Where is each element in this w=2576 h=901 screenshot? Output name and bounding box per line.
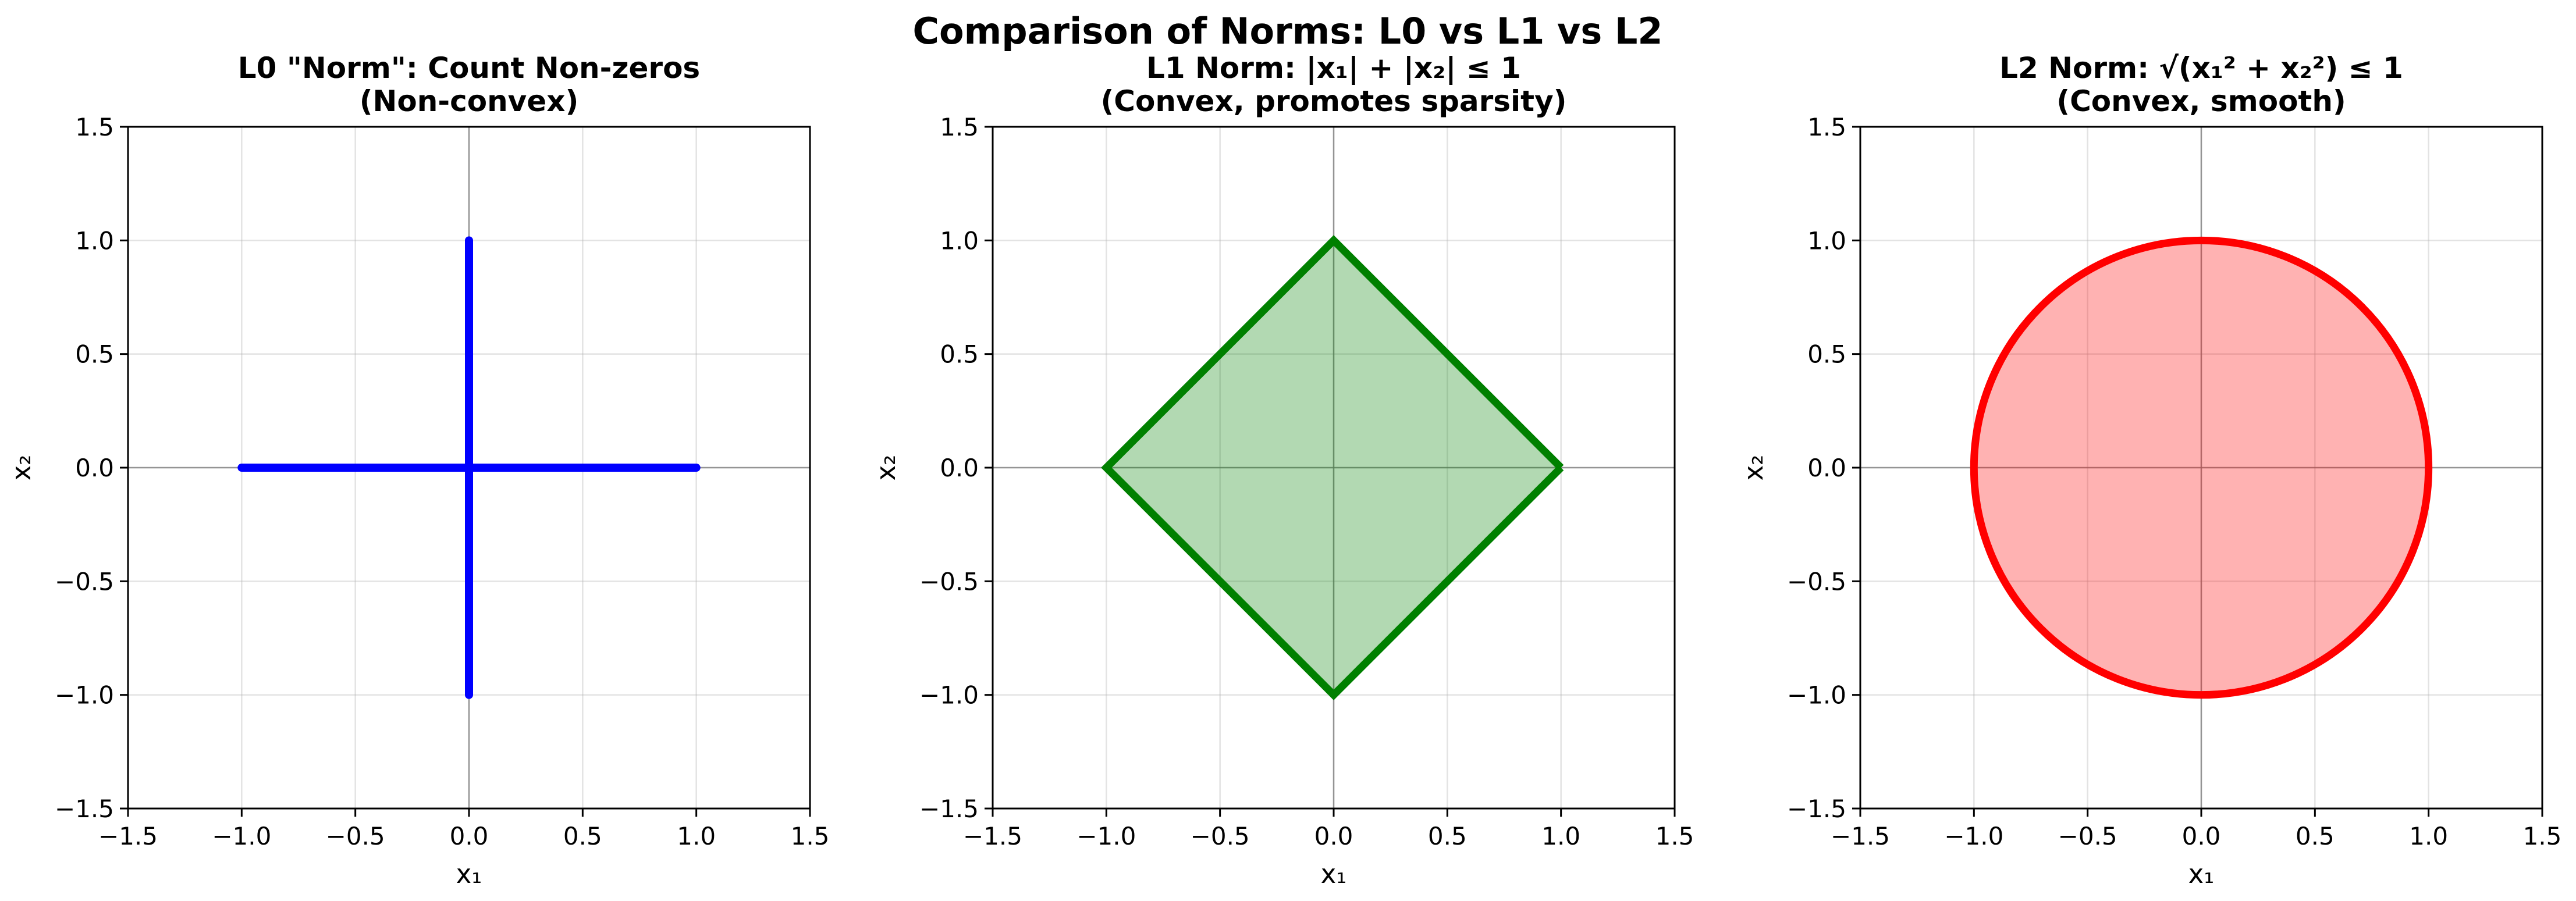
y-tick-label: 1.0 [940,226,979,255]
x-tick-label: 0.0 [2182,822,2221,850]
y-tick-label: 0.0 [1807,454,1846,482]
panel-title-line2: (Non-convex) [360,84,579,118]
y-tick-label: −0.5 [1787,567,1846,596]
x-tick-label: 0.0 [450,822,489,850]
panel-l1: −1.5−1.5 −1.0 −1.0 −0.5 −0.5 0.0 0.0 0.5 0.5 1.0 1… [870,51,1694,889]
panel-l0: −1.5−1.5 −1.0 −1.0 −0.5 −0.5 0.0 0.0 0.5 0.5 1.0 1… [6,51,829,889]
panel-title-line1: L2 Norm: √(x₁² + x₂²) ≤ 1 [1999,51,2403,85]
x-tick-label: −0.5 [326,822,385,850]
y-tick-label: 1.0 [1807,226,1846,255]
figure-suptitle: Comparison of Norms: L0 vs L1 vs L2 [913,10,1663,52]
y-tick-label: 1.0 [75,226,114,255]
l2-ball-fill [1974,240,2429,695]
x-tick-label: 1.5 [1655,822,1694,850]
y-tick-label: −1.0 [1787,681,1846,710]
x-tick-label: −1.5 [98,822,158,850]
x-tick-label: −1.0 [212,822,271,850]
y-tick-label: −1.0 [55,681,114,710]
y-tick-label: −1.0 [919,681,979,710]
x-tick-label: −0.5 [2058,822,2117,850]
x-tick-label: −1.0 [1944,822,2003,850]
x-tick-label: 0.0 [1314,822,1353,850]
y-tick-label: 1.5 [1807,113,1846,141]
y-axis-label: x₂ [6,455,37,481]
y-tick-label: −1.5 [55,795,114,823]
y-tick-label: 0.5 [75,340,114,369]
x-tick-label: 1.0 [2409,822,2448,850]
y-axis-label: x₂ [1738,455,1769,481]
x-axis-label: x₁ [456,859,482,889]
y-tick-label: −0.5 [919,567,979,596]
panel-title-line1: L0 "Norm": Count Non-zeros [238,51,700,85]
x-tick-label: 0.5 [2296,822,2335,850]
x-tick-label: −1.5 [1831,822,1890,850]
x-tick-label: 1.0 [677,822,716,850]
l2-ball-outline [1970,236,2433,699]
x-tick-label: 1.5 [2523,822,2562,850]
x-tick-label: −1.0 [1076,822,1136,850]
y-tick-label: 0.0 [75,454,114,482]
panel-title-line2: (Convex, smooth) [2056,84,2346,118]
y-tick-label: 1.5 [75,113,114,141]
panel-title-line2: (Convex, promotes sparsity) [1100,84,1566,118]
x-tick-label: 0.5 [1428,822,1467,850]
y-tick-label: 0.5 [1807,340,1846,369]
panel-title-line1: L1 Norm: |x₁| + |x₂| ≤ 1 [1146,51,1521,85]
y-tick-label: −0.5 [55,567,114,596]
y-axis-label: x₂ [870,455,901,481]
y-tick-label: 1.5 [940,113,979,141]
x-tick-label: 0.5 [563,822,602,850]
x-tick-label: −0.5 [1191,822,1250,850]
y-tick-label: −1.5 [1787,795,1846,823]
y-tick-label: −1.5 [919,795,979,823]
x-axis-label: x₁ [1321,859,1347,889]
l1-ball-outline [1101,235,1564,700]
x-tick-label: −1.5 [963,822,1022,850]
x-tick-label: 1.0 [1541,822,1580,850]
panel-l2: −1.5−1.5 −1.0 −1.0 −0.5 −0.5 0.0 0.0 0.5 0.5 1.0 1… [1738,51,2561,889]
x-tick-label: 1.5 [791,822,830,850]
y-tick-label: 0.0 [940,454,979,482]
y-tick-label: 0.5 [940,340,979,369]
x-axis-label: x₁ [2188,859,2215,889]
